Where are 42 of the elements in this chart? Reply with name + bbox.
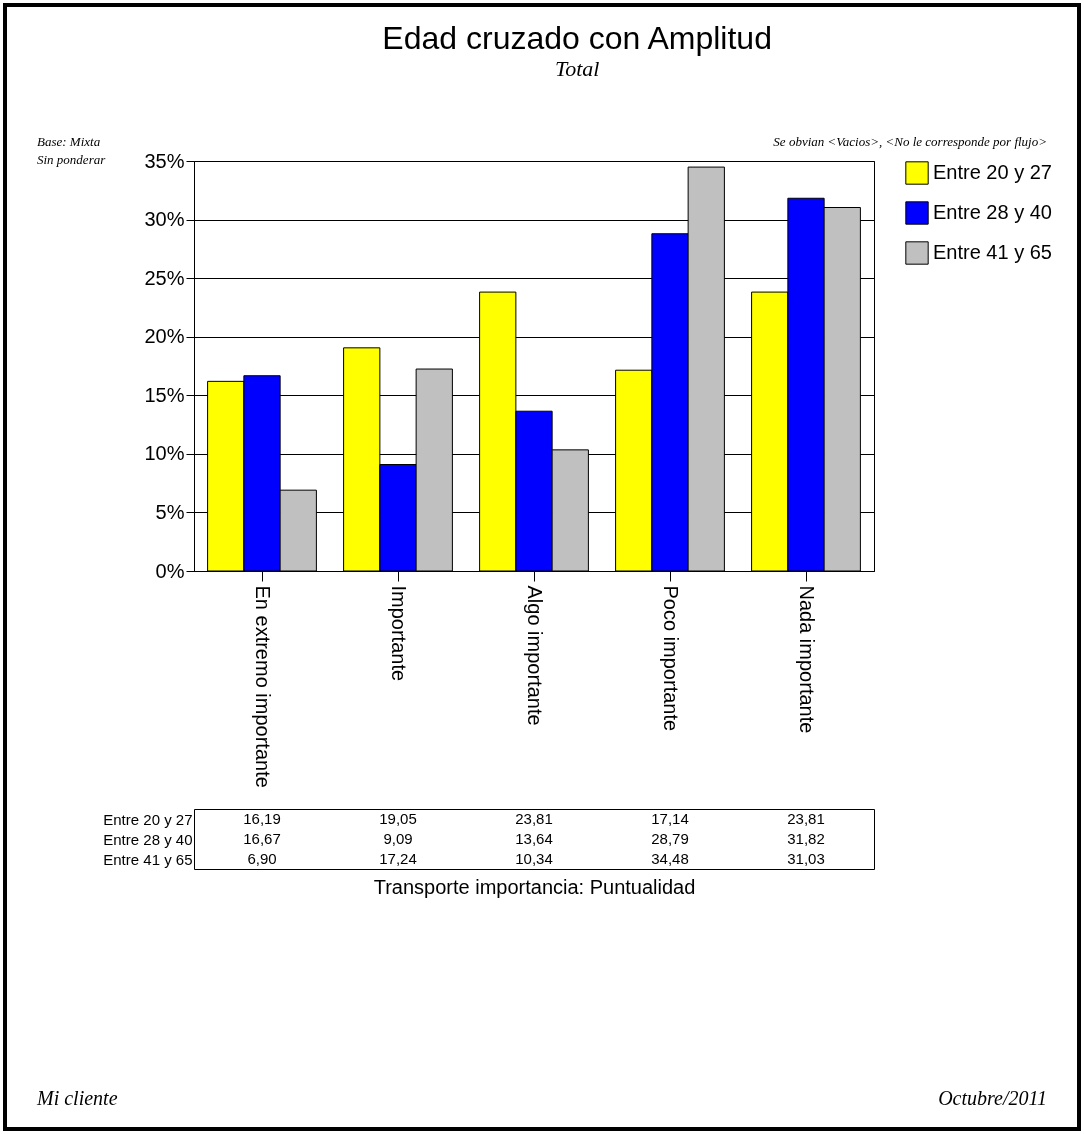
text: Octubre/2011 bbox=[938, 1087, 1047, 1110]
data-label: 16,19 bbox=[243, 810, 281, 827]
x-tick-label: Poco importante bbox=[660, 585, 682, 732]
text: Entre 28 y 40 bbox=[103, 830, 193, 848]
y-tick-label: 10% bbox=[144, 442, 185, 465]
legend-label: Entre 20 y 27 bbox=[933, 161, 1052, 183]
text: Entre 41 y 65 bbox=[103, 850, 193, 868]
y-tick-label: 25% bbox=[144, 266, 185, 289]
x-tick-label: En extremo importante bbox=[252, 585, 274, 788]
x-axis-title: Transporte importancia: Puntualidad bbox=[373, 875, 696, 898]
y-tick-label: 0% bbox=[155, 559, 185, 582]
chart-title: Edad cruzado con Amplitud bbox=[382, 19, 772, 56]
data-label: 28,79 bbox=[651, 830, 689, 847]
data-label: 23,81 bbox=[787, 810, 825, 827]
x-tick-label: Algo importante bbox=[524, 585, 546, 726]
text: Entre 20 y 27 bbox=[103, 810, 193, 828]
y-tick-label: 20% bbox=[144, 325, 185, 348]
y-tick-label: 35% bbox=[144, 149, 185, 172]
data-label: 17,24 bbox=[379, 850, 417, 867]
y-tick-label: 15% bbox=[144, 383, 185, 406]
data-label: 19,05 bbox=[379, 810, 417, 827]
data-label: 31,03 bbox=[787, 850, 825, 867]
x-tick-label: Nada importante bbox=[796, 585, 818, 734]
y-tick-label: 30% bbox=[144, 208, 185, 231]
data-label: 17,14 bbox=[651, 810, 689, 827]
data-label: 10,34 bbox=[515, 850, 553, 867]
data-label: 13,64 bbox=[515, 830, 553, 847]
text: Sin ponderar bbox=[37, 152, 106, 168]
text: Mi cliente bbox=[37, 1087, 118, 1110]
legend-label: Entre 28 y 40 bbox=[933, 201, 1052, 223]
x-tick-label: Importante bbox=[388, 585, 410, 682]
text: Base: Mixta bbox=[37, 134, 101, 150]
data-label: 23,81 bbox=[515, 810, 553, 827]
chart-subtitle: Total bbox=[554, 55, 600, 81]
y-tick-label: 5% bbox=[155, 500, 185, 523]
data-label: 31,82 bbox=[787, 830, 825, 847]
legend-label: Entre 41 y 65 bbox=[933, 241, 1052, 263]
data-label: 6,90 bbox=[247, 850, 277, 867]
data-label: 9,09 bbox=[383, 830, 413, 847]
data-label: 16,67 bbox=[243, 830, 281, 847]
data-label: 34,48 bbox=[651, 850, 689, 867]
text: Se obvian <Vacios>, <No le corresponde por flujo> bbox=[773, 134, 1047, 150]
